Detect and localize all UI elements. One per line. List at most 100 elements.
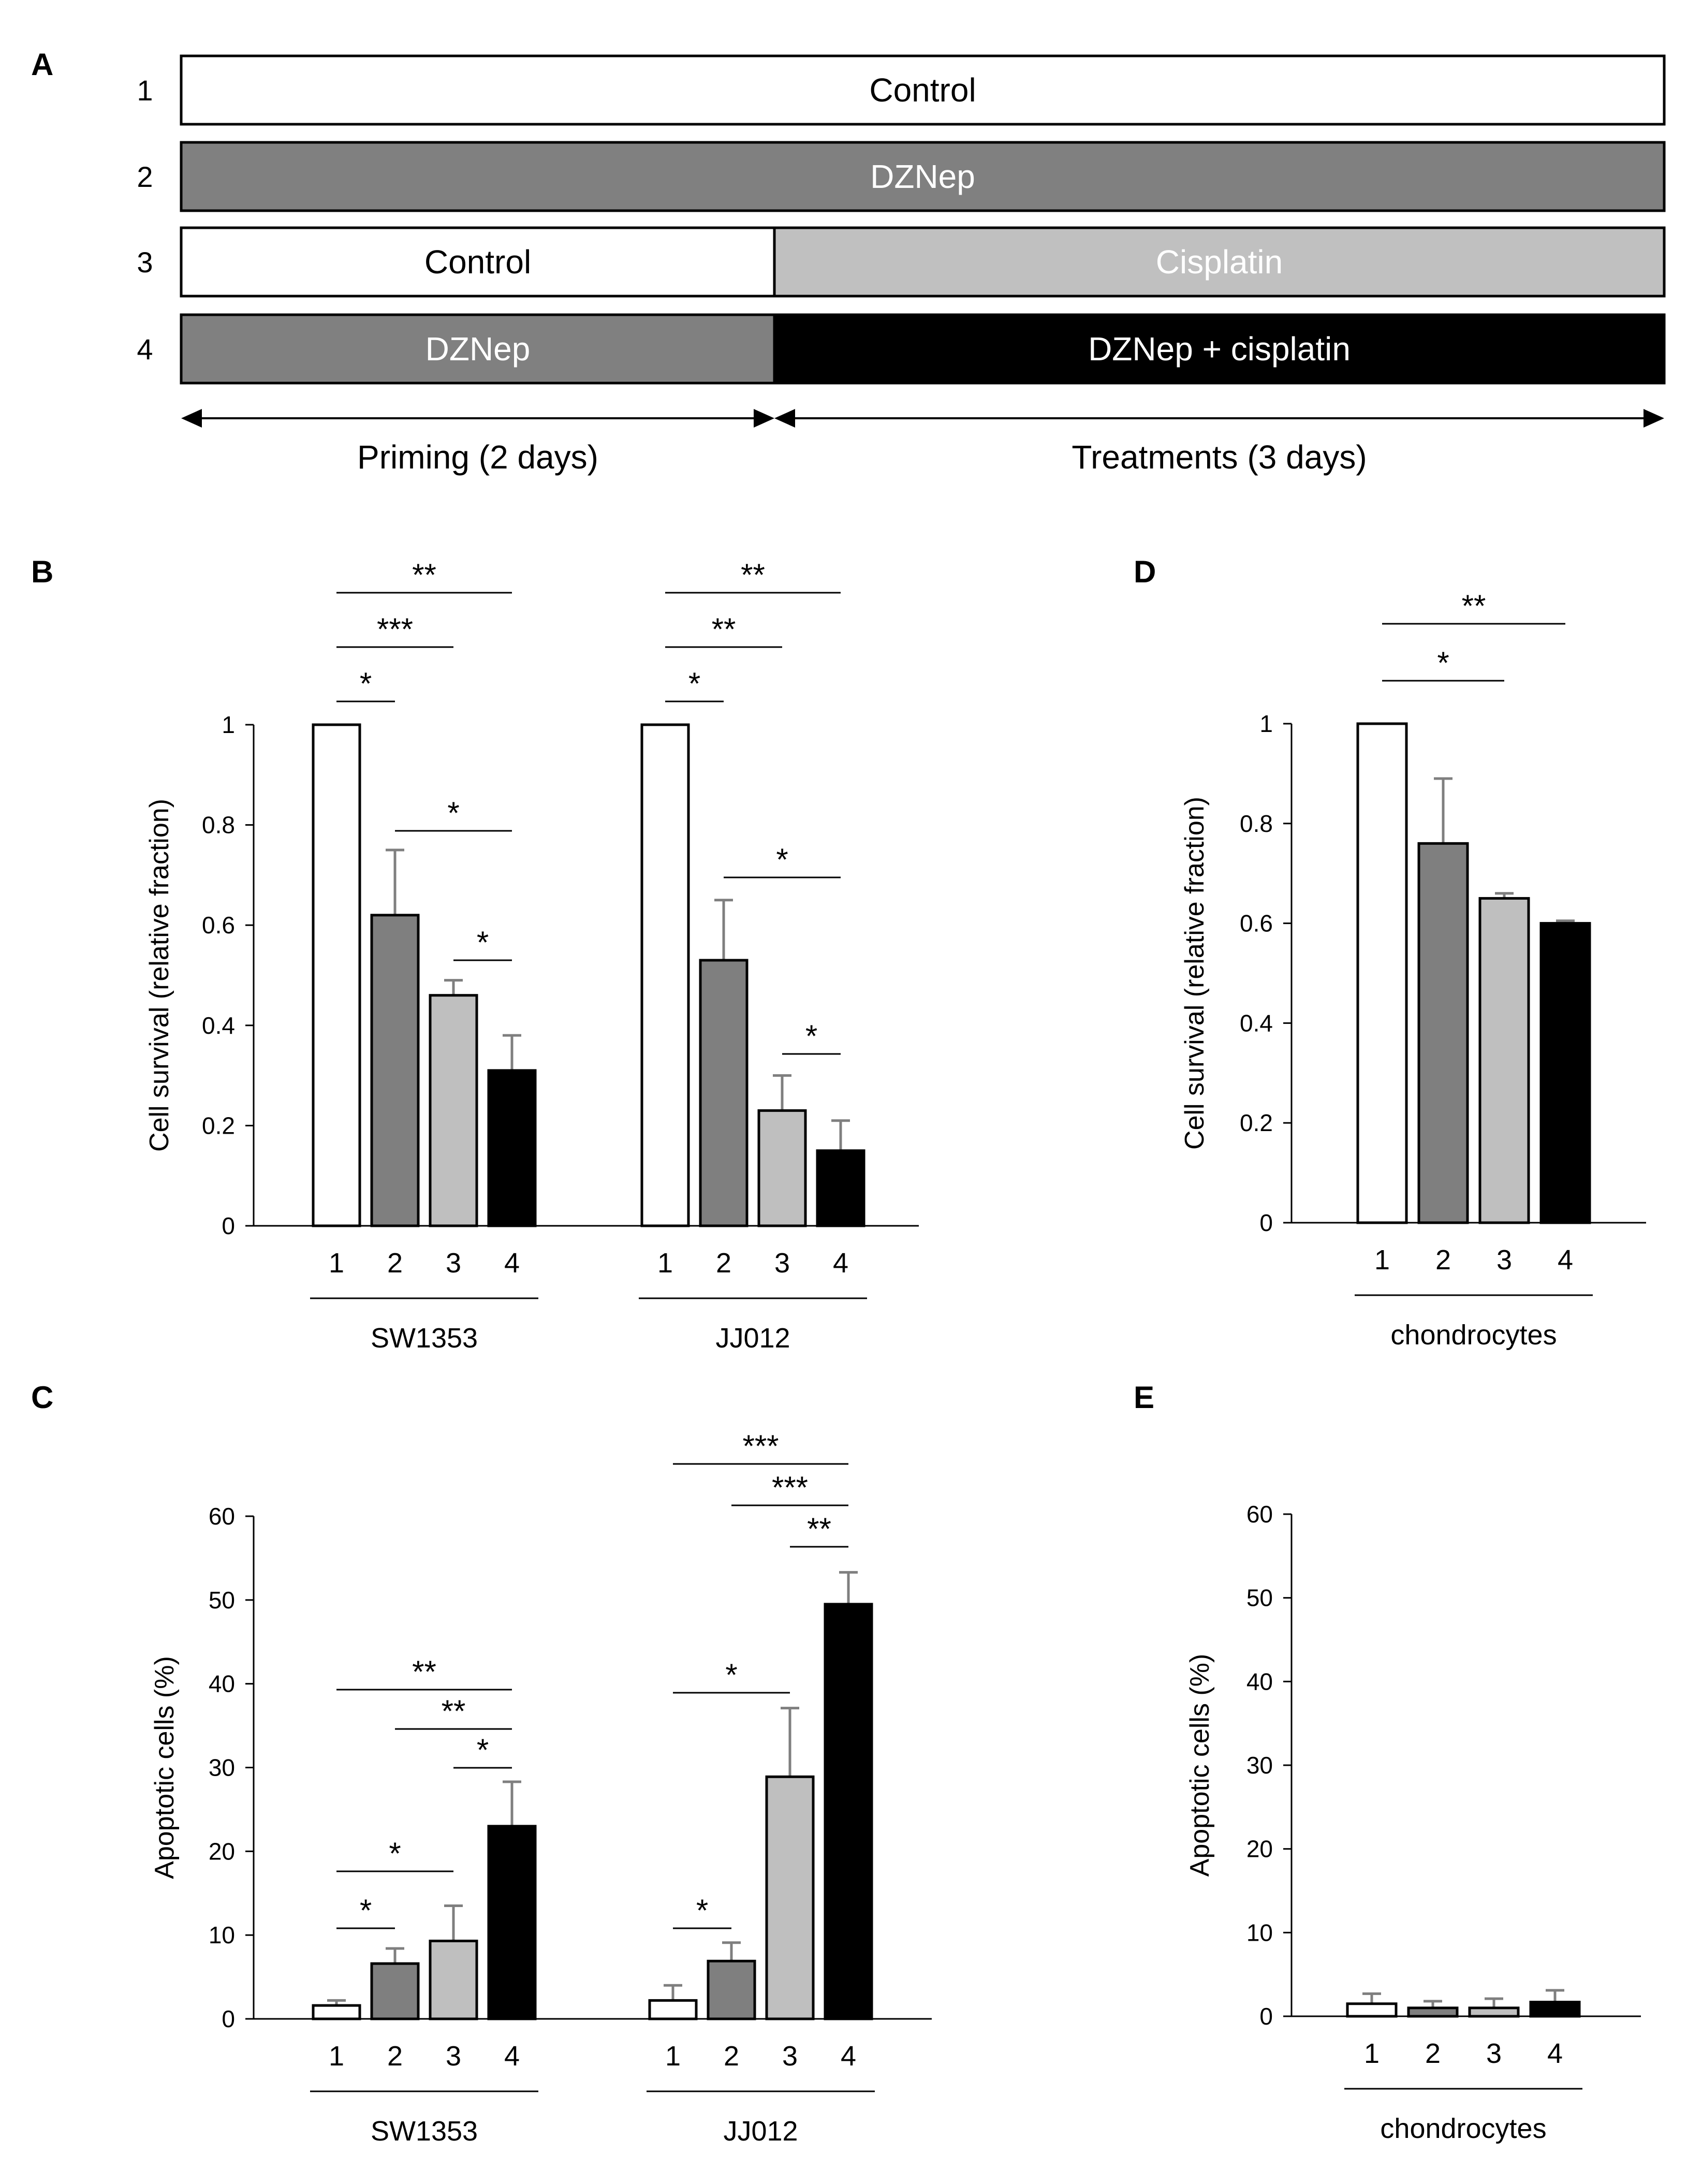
y-tick-label: 0.2 bbox=[202, 1112, 235, 1139]
x-category-label: 3 bbox=[1486, 2038, 1502, 2069]
y-tick-label: 0.4 bbox=[1240, 1009, 1273, 1036]
bar bbox=[824, 1603, 873, 2020]
significance-stars: * bbox=[725, 1658, 737, 1692]
protocol-segment-label: DZNep bbox=[426, 330, 531, 368]
significance-stars: ** bbox=[412, 558, 436, 592]
bar bbox=[1529, 2001, 1581, 2018]
bar bbox=[1539, 922, 1591, 1224]
significance-stars: *** bbox=[742, 1429, 779, 1463]
x-category-label: 3 bbox=[774, 1248, 790, 1279]
x-category-label: 3 bbox=[446, 1248, 461, 1279]
y-tick-label: 0 bbox=[1259, 1209, 1273, 1236]
bar bbox=[1346, 2002, 1398, 2018]
chart-apoptosis-chondrocytes: 0 10 20 30 40 50 60 Apoptotic cells (%) 1 2 3 4 chon… bbox=[1185, 1501, 1641, 2144]
protocol-segment bbox=[773, 226, 1666, 298]
y-tick-label: 0 bbox=[222, 2005, 235, 2032]
y-axis-title: Apoptotic cells (%) bbox=[150, 1656, 180, 1879]
significance-stars: ** bbox=[412, 1654, 436, 1689]
group-label: chondrocytes bbox=[1380, 2113, 1546, 2144]
x-category-label: 4 bbox=[1558, 1244, 1573, 1276]
y-tick-label: 0.4 bbox=[202, 1012, 235, 1039]
significance-stars: * bbox=[1437, 646, 1449, 680]
protocol-diagram: 1 Control 2 DZNep 3 Control Cisplatin 4 DZNep DZN… bbox=[137, 54, 1666, 476]
significance-stars: * bbox=[696, 1893, 708, 1928]
protocol-row-number: 3 bbox=[137, 246, 153, 279]
bar bbox=[1356, 722, 1408, 1224]
y-tick-label: 10 bbox=[1246, 1919, 1273, 1946]
significance-stars: ** bbox=[712, 612, 736, 647]
y-tick-label: 20 bbox=[1246, 1836, 1273, 1863]
bar bbox=[487, 1069, 537, 1227]
bar bbox=[816, 1149, 865, 1227]
significance-stars: ** bbox=[442, 1694, 466, 1728]
x-category-label: 4 bbox=[833, 1248, 848, 1279]
x-category-label: 2 bbox=[387, 1248, 403, 1279]
x-category-label: 2 bbox=[1435, 1244, 1451, 1276]
x-category-label: 2 bbox=[1425, 2038, 1441, 2069]
bar bbox=[1478, 897, 1530, 1224]
significance-stars: * bbox=[447, 796, 459, 830]
y-tick-label: 30 bbox=[1246, 1752, 1273, 1779]
x-category-label: 1 bbox=[329, 1248, 344, 1279]
significance-stars: ** bbox=[1462, 589, 1486, 623]
x-category-label: 1 bbox=[1374, 1244, 1390, 1276]
chart-cell-survival-lines: 0 0.2 0.4 0.6 0.8 1 Cell survival (relative fr… bbox=[144, 558, 919, 1354]
bar bbox=[640, 723, 690, 1227]
significance-stars: * bbox=[360, 1893, 372, 1928]
x-category-label: 4 bbox=[504, 2041, 520, 2072]
protocol-row-number: 1 bbox=[137, 74, 153, 107]
bar bbox=[648, 1999, 698, 2020]
protocol-row-number: 2 bbox=[137, 160, 153, 193]
bar bbox=[370, 914, 420, 1227]
x-category-label: 1 bbox=[1364, 2038, 1380, 2069]
protocol-row-number: 4 bbox=[137, 333, 153, 365]
panel-label-a: A bbox=[31, 47, 53, 82]
significance-stars: * bbox=[360, 666, 372, 701]
y-tick-label: 40 bbox=[209, 1670, 235, 1697]
significance-stars: ** bbox=[807, 1512, 831, 1546]
panel-label-c: C bbox=[31, 1380, 53, 1415]
protocol-segment bbox=[180, 141, 1666, 212]
x-category-label: 4 bbox=[841, 2041, 856, 2072]
bar bbox=[1407, 2006, 1459, 2018]
significance-stars: * bbox=[477, 925, 489, 960]
bar bbox=[370, 1962, 420, 2020]
significance-stars: *** bbox=[377, 612, 413, 647]
x-category-label: 1 bbox=[665, 2041, 681, 2072]
y-tick-label: 0.2 bbox=[1240, 1109, 1273, 1136]
protocol-segment bbox=[773, 313, 1666, 385]
phase-label: Treatments (3 days) bbox=[1072, 438, 1367, 476]
protocol-segment-label: DZNep bbox=[870, 158, 975, 195]
y-tick-label: 0.6 bbox=[1240, 910, 1273, 937]
x-category-label: 1 bbox=[329, 2041, 344, 2072]
x-category-label: 4 bbox=[1547, 2038, 1563, 2069]
bar bbox=[429, 994, 478, 1227]
y-tick-label: 20 bbox=[209, 1838, 235, 1865]
y-axis-title: Cell survival (relative fraction) bbox=[144, 799, 174, 1152]
x-category-label: 3 bbox=[446, 2041, 461, 2072]
x-category-label: 1 bbox=[657, 1248, 673, 1279]
chart-cell-survival-chondrocytes: 0 0.2 0.4 0.6 0.8 1 Cell survival (relative fr… bbox=[1180, 589, 1646, 1351]
protocol-segment bbox=[180, 54, 1666, 126]
arrow-head-left bbox=[774, 409, 795, 428]
x-category-label: 2 bbox=[387, 2041, 403, 2072]
chart-apoptosis-lines: 0 10 20 30 40 50 60 Apoptotic cells (%) 1 2 3 4 SW13… bbox=[150, 1429, 932, 2147]
y-tick-label: 50 bbox=[1246, 1585, 1273, 1611]
bar bbox=[757, 1109, 807, 1227]
protocol-segment bbox=[180, 313, 776, 385]
bar bbox=[487, 1825, 537, 2020]
panel-label-e: E bbox=[1134, 1380, 1154, 1415]
arrow-head-left bbox=[181, 409, 202, 428]
protocol-segment bbox=[180, 226, 776, 298]
x-category-label: 3 bbox=[1496, 1244, 1512, 1276]
y-tick-label: 0.6 bbox=[202, 912, 235, 939]
y-tick-label: 40 bbox=[1246, 1668, 1273, 1695]
group-label: chondrocytes bbox=[1390, 1320, 1557, 1351]
group-label: SW1353 bbox=[371, 1323, 478, 1354]
significance-stars: * bbox=[389, 1836, 401, 1871]
bar bbox=[312, 2004, 361, 2020]
bar bbox=[429, 1939, 478, 2020]
bar bbox=[1468, 2006, 1520, 2018]
y-tick-label: 60 bbox=[1246, 1501, 1273, 1528]
